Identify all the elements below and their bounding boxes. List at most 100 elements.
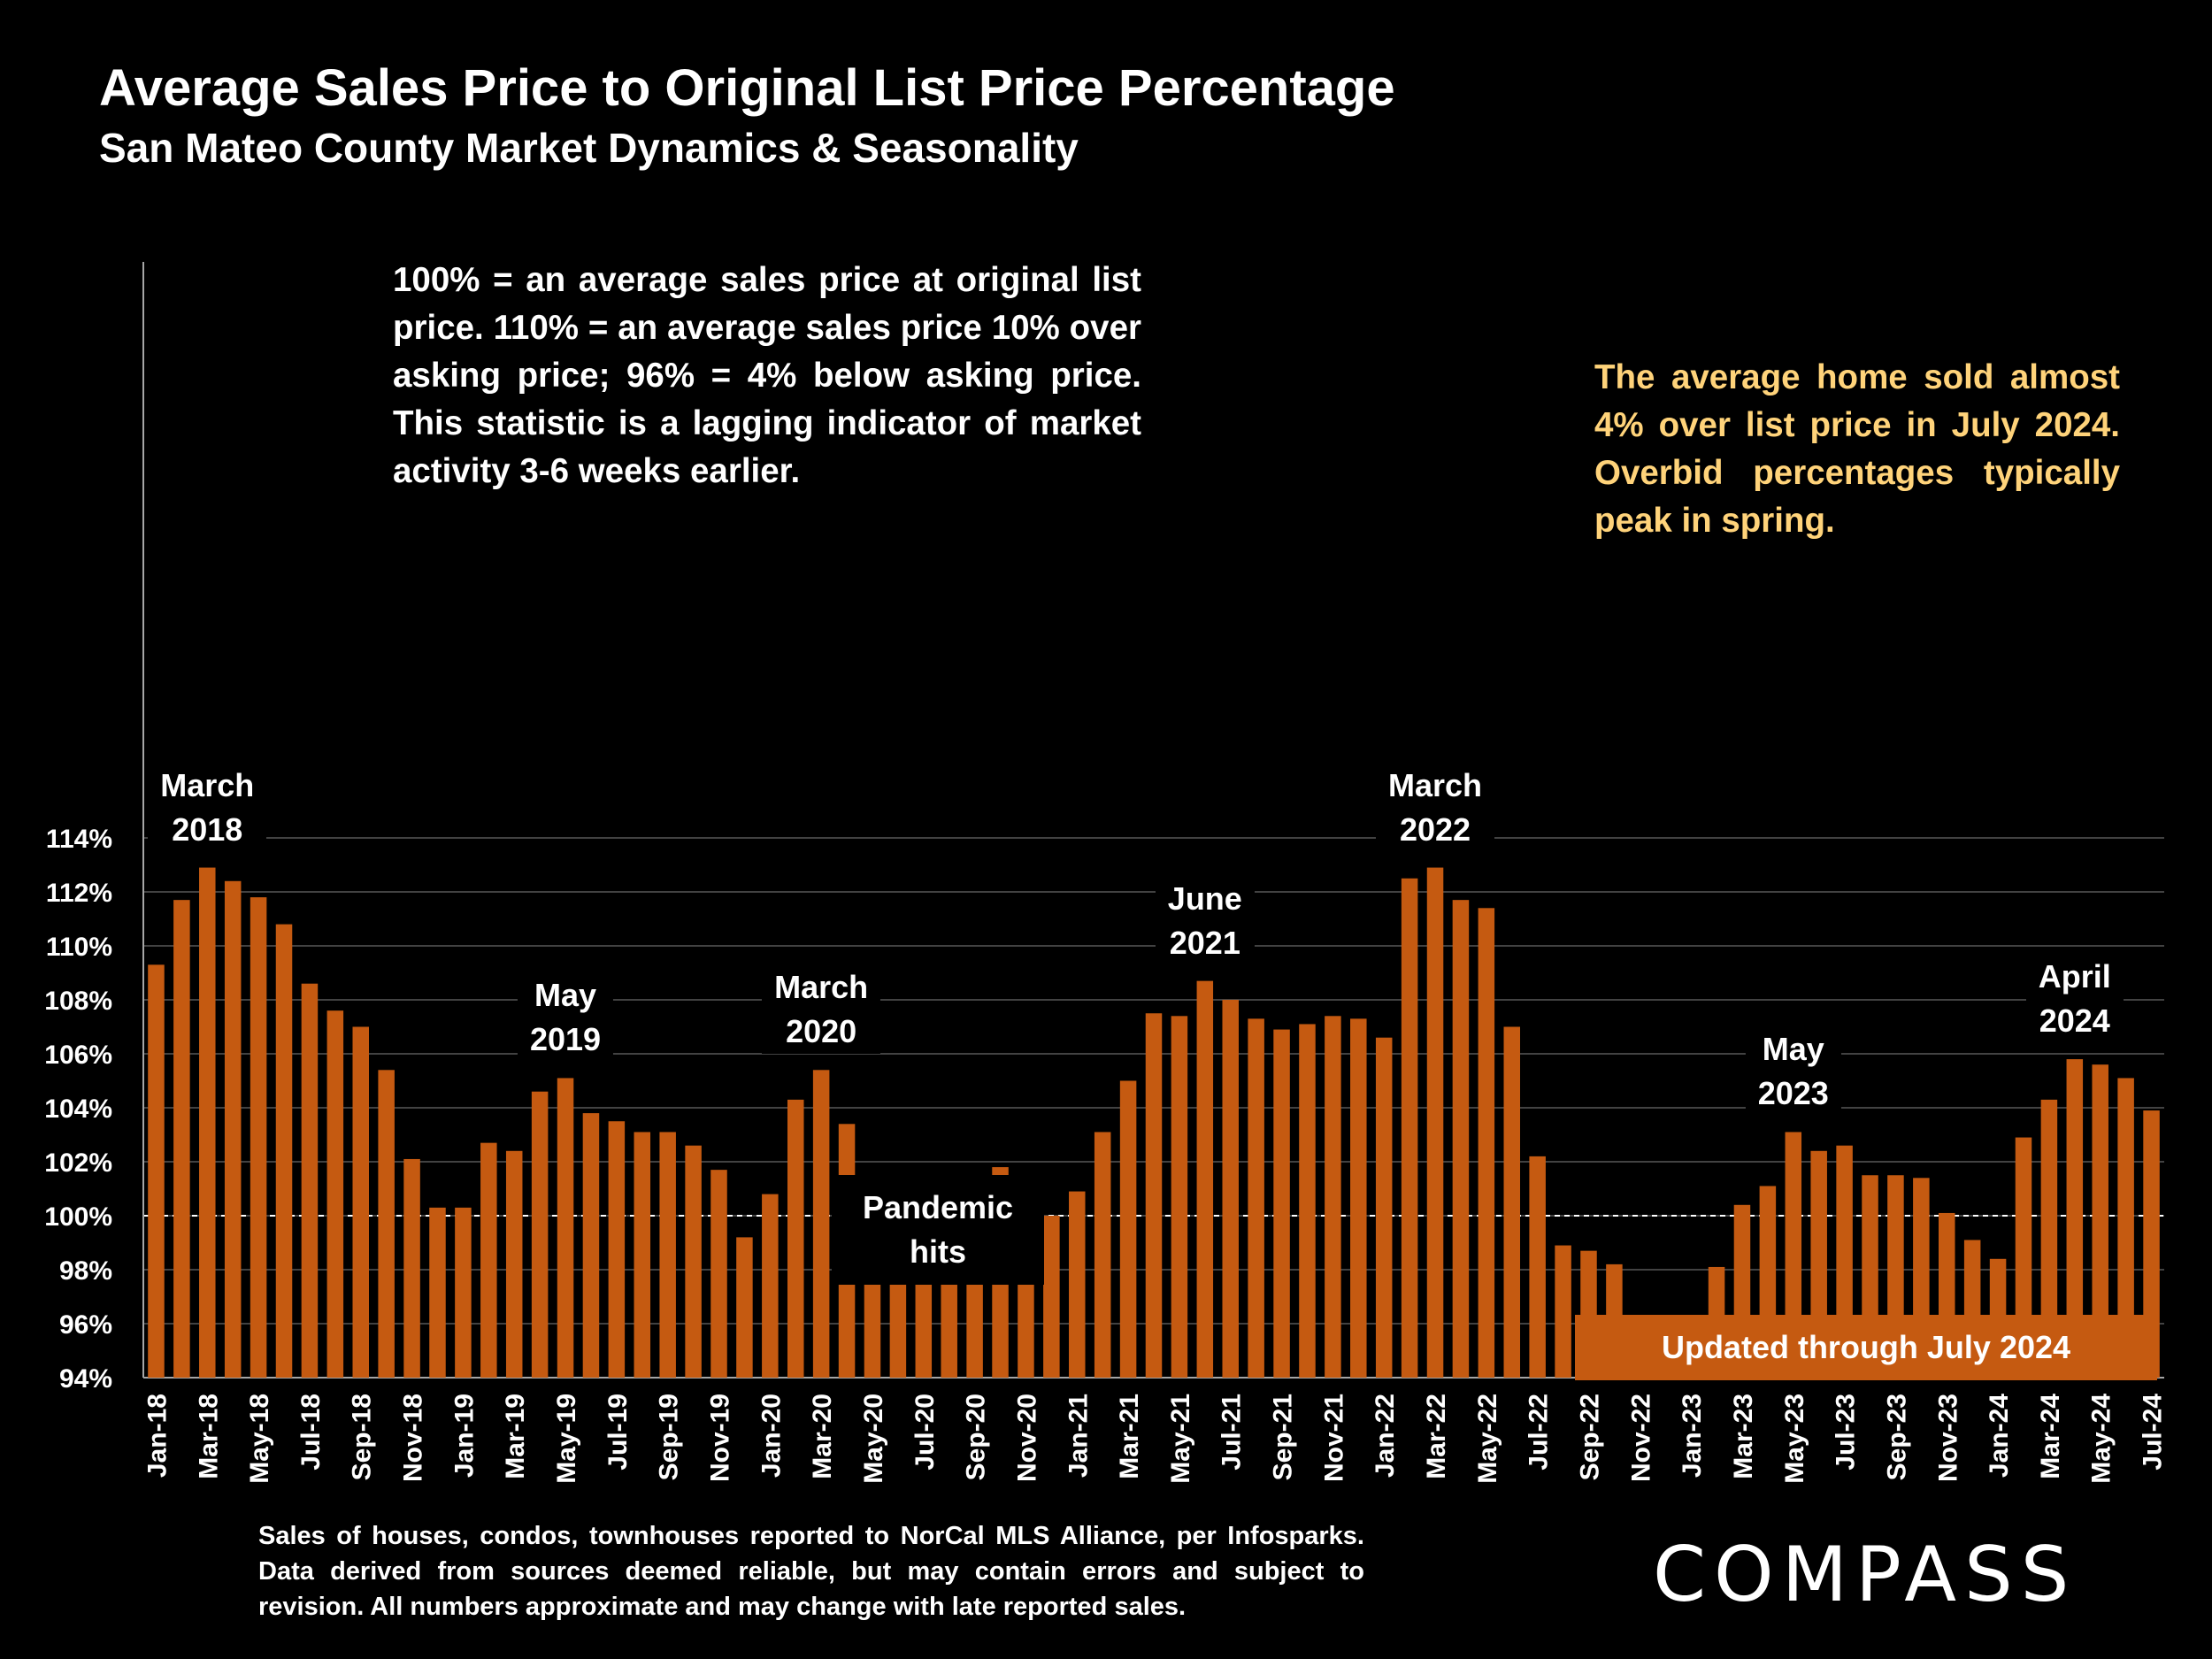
y-tick-label: 98% — [59, 1256, 112, 1286]
bar — [1478, 908, 1495, 1378]
x-tick-label: May-20 — [859, 1394, 888, 1484]
peak-label: June 2021 — [1155, 876, 1255, 965]
bar — [378, 1070, 395, 1378]
summary-callout: The average home sold almost 4% over lis… — [1584, 354, 2131, 545]
y-tick-label: 104% — [44, 1094, 112, 1124]
x-tick-label: Mar-23 — [1729, 1394, 1758, 1479]
source-footnote: Sales of houses, condos, townhouses repo… — [258, 1522, 1364, 1621]
x-tick-label: Mar-18 — [194, 1394, 223, 1479]
bars — [148, 867, 2160, 1378]
x-tick-label: Mar-24 — [2036, 1394, 2065, 1479]
bar — [455, 1207, 472, 1378]
x-tick-label: Jan-18 — [142, 1394, 172, 1478]
bar — [1119, 1080, 1137, 1378]
x-tick-label: Jan-19 — [449, 1394, 479, 1478]
y-axis-ticks: 94% 96% 98% 100% 102% 104% 106% 108% 110% 112% 114… — [44, 825, 112, 1394]
bar — [199, 867, 216, 1378]
x-tick-label: Nov-19 — [706, 1394, 735, 1482]
x-tick-label: Jul-20 — [910, 1394, 940, 1471]
bar — [224, 880, 242, 1378]
y-tick-label: 106% — [44, 1041, 112, 1070]
bar — [634, 1132, 651, 1378]
bar — [1043, 1216, 1060, 1378]
pandemic-annotation: Pandemic hits — [832, 1175, 1044, 1285]
bar — [659, 1132, 676, 1378]
x-tick-label: May-18 — [245, 1394, 274, 1484]
chart-title: Average Sales Price to Original List Pri… — [99, 59, 1395, 117]
bar — [736, 1237, 753, 1378]
x-tick-label: Jan-21 — [1064, 1394, 1093, 1478]
x-tick-label: May-22 — [1473, 1394, 1502, 1484]
x-tick-label: Mar-22 — [1422, 1394, 1451, 1479]
x-tick-label: Sep-22 — [1575, 1394, 1604, 1480]
x-tick-label: May-21 — [1166, 1394, 1195, 1484]
peak-label: April 2024 — [2025, 955, 2124, 1044]
bar — [685, 1145, 702, 1378]
chart-subtitle: San Mateo County Market Dynamics & Seaso… — [99, 125, 1079, 171]
bar — [403, 1158, 420, 1378]
bar — [352, 1026, 369, 1378]
bar — [429, 1207, 446, 1378]
x-tick-label: Jul-19 — [603, 1394, 633, 1471]
x-tick-label: Jul-21 — [1217, 1394, 1247, 1471]
x-tick-label: Mar-20 — [808, 1394, 837, 1479]
bar — [812, 1070, 830, 1378]
bar — [480, 1142, 497, 1378]
bar — [582, 1113, 600, 1378]
x-tick-label: Jan-22 — [1371, 1394, 1400, 1478]
bar — [2117, 1078, 2134, 1378]
x-tick-label: Nov-21 — [1319, 1394, 1348, 1482]
updated-banner: Updated through July 2024 — [1575, 1315, 2157, 1380]
x-tick-label: Mar-19 — [501, 1394, 530, 1479]
x-tick-label: Jul-22 — [1525, 1394, 1554, 1471]
bar — [1375, 1037, 1393, 1378]
compass-logo: COMPASS — [1653, 1531, 2078, 1619]
bar — [173, 900, 190, 1378]
y-tick-label: 94% — [59, 1364, 112, 1394]
x-tick-label: Sep-21 — [1269, 1394, 1298, 1480]
bar — [1503, 1026, 1521, 1378]
x-tick-label: Sep-18 — [348, 1394, 377, 1480]
x-tick-label: Nov-23 — [1933, 1394, 1962, 1482]
bar — [1222, 1000, 1239, 1378]
bar — [1325, 1016, 1341, 1378]
x-tick-label: Sep-23 — [1882, 1394, 1911, 1480]
bar — [1248, 1018, 1264, 1378]
bar — [1401, 878, 1418, 1378]
peak-label: May 2023 — [1745, 1027, 1841, 1117]
bar — [1299, 1024, 1316, 1378]
bar — [2092, 1064, 2108, 1378]
peak-label: May 2019 — [517, 973, 614, 1063]
bar — [531, 1091, 549, 1378]
bar — [301, 983, 319, 1378]
bar — [1145, 1013, 1163, 1378]
bar — [1555, 1245, 1571, 1378]
x-tick-label: Jul-23 — [1832, 1394, 1861, 1471]
bar — [505, 1150, 523, 1378]
peak-label: March 2018 — [148, 763, 267, 852]
bar — [1069, 1191, 1086, 1378]
x-tick-label: May-19 — [552, 1394, 581, 1484]
y-tick-label: 112% — [46, 879, 112, 908]
y-tick-label: 108% — [44, 987, 112, 1016]
bar — [1529, 1156, 1546, 1378]
x-tick-label: Jan-20 — [757, 1394, 786, 1478]
bar — [1452, 900, 1470, 1378]
bar — [148, 964, 165, 1378]
bar — [1171, 1016, 1188, 1378]
y-tick-label: 96% — [59, 1310, 112, 1340]
x-tick-label: Sep-20 — [962, 1394, 991, 1480]
bar — [1426, 867, 1444, 1378]
x-tick-label: Jul-24 — [2139, 1394, 2168, 1471]
bar — [2066, 1059, 2084, 1378]
bar — [710, 1170, 727, 1378]
bar — [787, 1099, 804, 1378]
y-tick-label: 114% — [46, 825, 112, 854]
x-axis-ticks: Jan-18 Mar-18 May-18 Jul-18 Sep-18 Nov-18 Jan-… — [142, 1394, 2167, 1484]
bar — [762, 1194, 779, 1378]
explanation-note: 100% = an average sales price at origina… — [380, 257, 1154, 495]
bar — [1094, 1132, 1111, 1378]
x-tick-label: May-24 — [2087, 1394, 2116, 1484]
bar — [1350, 1018, 1367, 1378]
